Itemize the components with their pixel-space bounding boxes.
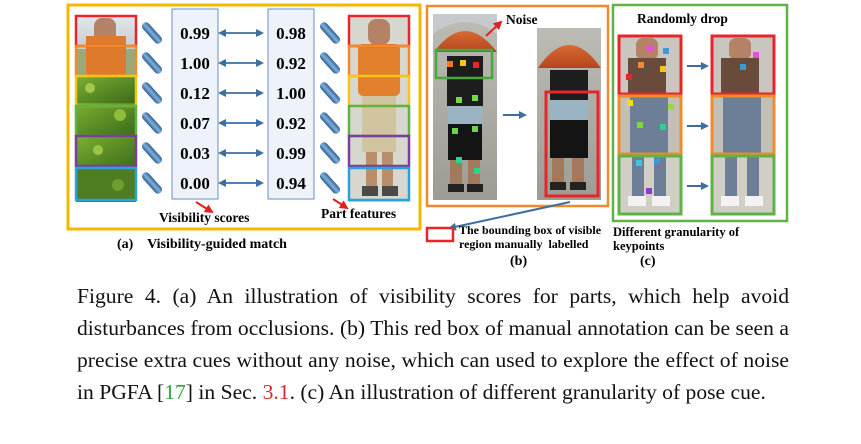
c-left-part-box-bottom <box>617 154 683 216</box>
panel-c-frame <box>611 3 789 223</box>
left-part-box-6 <box>74 166 138 202</box>
manual-bbox-image <box>537 28 601 200</box>
right-score: 0.92 <box>276 114 306 133</box>
right-score: 0.92 <box>276 54 306 73</box>
figure-caption: Figure 4. (a) An illustration of visibil… <box>77 280 789 408</box>
caption-text: . (c) An illustration of different granu… <box>289 380 766 404</box>
left-score-column <box>171 8 219 200</box>
c-right-keypoint-markers <box>740 52 759 70</box>
noise-region-box <box>434 48 494 80</box>
caption-text: ] in Sec. <box>185 380 263 404</box>
right-score: 0.99 <box>276 144 306 163</box>
panel-b-frame <box>425 4 610 208</box>
panel-c: Randomly drop <box>611 3 789 269</box>
granularity-label-line1: Different granularity of <box>613 225 740 239</box>
figure-4: 0.99 1.00 0.12 0.07 0.03 0.00 0.98 0.92 … <box>66 3 789 269</box>
panel-b-caption: (b) <box>510 254 527 269</box>
left-score: 1.00 <box>180 54 210 73</box>
left-scores: 0.99 1.00 0.12 0.07 0.03 0.00 <box>180 24 210 193</box>
panel-b: Noise The bounding box of visible region… <box>425 4 610 269</box>
left-score: 0.07 <box>180 114 210 133</box>
c-right-part-box-top <box>710 34 776 96</box>
right-part-box-6 <box>347 166 411 202</box>
c-left-part-box-top <box>617 34 683 96</box>
right-score: 1.00 <box>276 84 306 103</box>
right-score-column <box>267 8 315 200</box>
caption-text: Figure 4. (a) An illustration of visibil… <box>77 284 789 404</box>
randomly-drop-label: Randomly drop <box>637 11 728 26</box>
left-feature-cylinders <box>141 22 163 194</box>
full-keypoint-column <box>617 34 683 216</box>
noisy-keypoint-image <box>433 14 497 200</box>
panel-a-frame <box>66 3 422 231</box>
c-right-part-box-middle <box>710 94 776 156</box>
bbox-legend-label-line2: region manually labelled <box>459 237 589 251</box>
part-features-pointer-arrow <box>332 198 349 210</box>
right-scores: 0.98 0.92 1.00 0.92 0.99 0.94 <box>276 24 306 193</box>
left-score: 0.00 <box>180 174 210 193</box>
left-score: 0.03 <box>180 144 210 163</box>
bbox-legend-swatch <box>425 226 455 243</box>
panel-c-caption: (c) <box>640 254 656 269</box>
manual-visible-region-box <box>544 90 600 198</box>
part-features-label: Part features <box>321 206 396 221</box>
noise-label: Noise <box>506 12 538 27</box>
visibility-scores-label: Visibility scores <box>159 210 249 225</box>
drop-arrows <box>687 62 709 190</box>
c-right-part-box-bottom <box>710 154 776 216</box>
panel-a-caption: (a) Visibility-guided match <box>117 237 287 252</box>
visibility-pointer-arrow <box>195 201 214 214</box>
noise-pointer-arrow <box>485 20 503 37</box>
bbox-legend-label-line1: The bounding box of visible <box>459 223 602 237</box>
left-part-box-5 <box>74 134 138 168</box>
c-left-keypoint-markers <box>626 45 674 194</box>
citation-link[interactable]: 17 <box>164 380 186 404</box>
right-score: 0.94 <box>276 174 306 193</box>
section-link[interactable]: 3.1 <box>262 380 290 404</box>
dropped-keypoint-column <box>710 34 776 216</box>
right-feature-cylinders <box>319 22 341 194</box>
left-image-strip <box>74 14 138 202</box>
keypoint-markers <box>447 60 480 174</box>
left-score: 0.99 <box>180 24 210 43</box>
match-arrows <box>218 29 264 187</box>
panel-a: 0.99 1.00 0.12 0.07 0.03 0.00 0.98 0.92 … <box>66 3 422 252</box>
granularity-label-line2: keypoints <box>613 239 665 253</box>
bbox-legend-pointer-arrow <box>448 201 571 231</box>
c-left-part-box-middle <box>617 94 683 156</box>
right-image-strip <box>347 14 411 202</box>
right-score: 0.98 <box>276 24 306 43</box>
left-score: 0.12 <box>180 84 210 103</box>
right-part-box-5 <box>347 134 411 168</box>
